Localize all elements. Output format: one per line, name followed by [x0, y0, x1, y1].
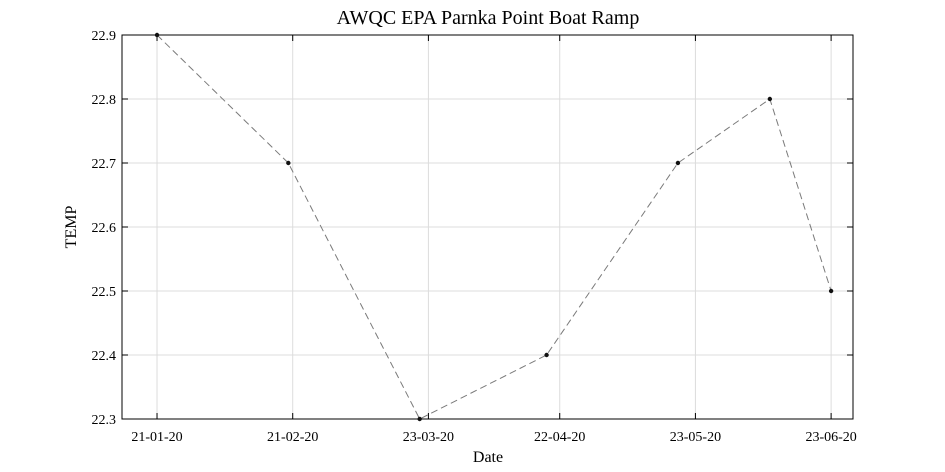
y-tick-label: 22.4: [92, 349, 117, 364]
data-point: [417, 416, 422, 422]
y-axis-tick-labels: 22.3 22.4 22.5 22.6 22.7 22.8 22.9: [92, 29, 117, 428]
grid-lines: [122, 34, 853, 420]
x-axis-tick-labels: 21-01-20 21-02-20 23-03-20 22-04-20 23-05-20…: [131, 430, 856, 445]
y-tick-label: 22.9: [92, 29, 117, 44]
y-tick-label: 22.6: [92, 221, 117, 236]
x-tick-label: 23-05-20: [670, 430, 721, 445]
x-tick-label: 23-06-20: [805, 430, 856, 445]
data-point: [767, 96, 773, 102]
y-tick-label: 22.5: [92, 285, 117, 300]
data-point: [828, 288, 834, 294]
data-point: [154, 32, 160, 38]
y-tick-label: 22.8: [92, 93, 117, 108]
temp-series: [154, 32, 834, 422]
x-tick-label: 21-01-20: [131, 430, 182, 445]
data-point: [286, 160, 291, 166]
x-tick-label: 21-02-20: [267, 430, 318, 445]
x-axis-label: Date: [473, 449, 503, 466]
y-tick-label: 22.7: [92, 157, 117, 172]
chart-title: AWQC EPA Parnka Point Boat Ramp: [337, 7, 640, 29]
x-tick-label: 22-04-20: [534, 430, 585, 445]
y-tick-label: 22.3: [92, 413, 117, 428]
plot-area-frame: [121, 34, 854, 420]
x-tick-label: 23-03-20: [403, 430, 454, 445]
data-point: [675, 160, 681, 166]
y-axis-label: TEMP: [63, 206, 80, 249]
data-point: [544, 352, 549, 358]
